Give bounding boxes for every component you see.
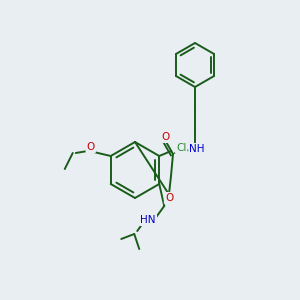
Text: O: O	[161, 132, 169, 142]
Text: HN: HN	[140, 215, 156, 225]
Text: O: O	[165, 193, 173, 203]
Text: NH: NH	[189, 144, 205, 154]
Text: Cl: Cl	[176, 143, 186, 153]
Text: O: O	[87, 142, 95, 152]
